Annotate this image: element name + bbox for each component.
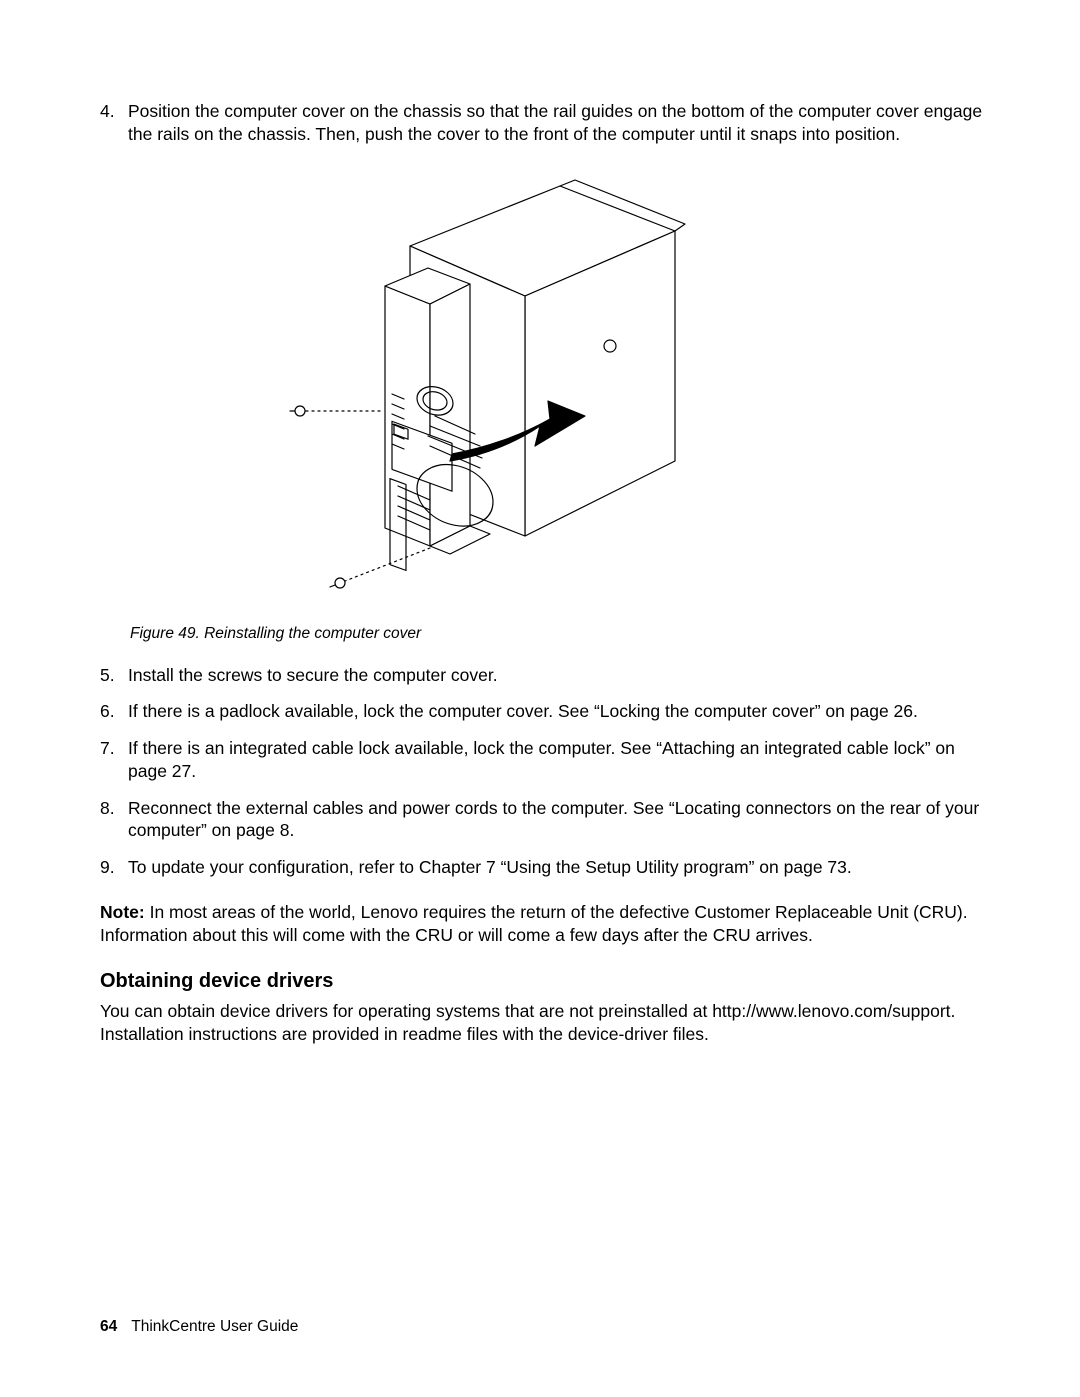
step-number: 9. [100,856,115,879]
note-text: In most areas of the world, Lenovo requi… [100,902,968,945]
step-list-top: 4. Position the computer cover on the ch… [100,100,995,146]
computer-cover-diagram [130,176,690,606]
step-item: 4. Position the computer cover on the ch… [100,100,995,146]
step-item: 5. Install the screws to secure the comp… [100,664,995,687]
step-number: 8. [100,797,115,820]
section-heading: Obtaining device drivers [100,968,995,994]
page-footer: 64 ThinkCentre User Guide [100,1317,298,1337]
doc-title: ThinkCentre User Guide [131,1318,298,1335]
step-number: 5. [100,664,115,687]
step-text: If there is a padlock available, lock th… [128,701,918,721]
figure-caption: Figure 49. Reinstalling the computer cov… [130,624,995,644]
document-page: 4. Position the computer cover on the ch… [0,0,1080,1397]
step-number: 4. [100,100,115,123]
step-item: 8. Reconnect the external cables and pow… [100,797,995,843]
section-body: You can obtain device drivers for operat… [100,1000,995,1046]
step-number: 6. [100,700,115,723]
step-list-bottom: 5. Install the screws to secure the comp… [100,664,995,879]
step-text: Reconnect the external cables and power … [128,798,979,841]
step-item: 9. To update your configuration, refer t… [100,856,995,879]
step-text: To update your configuration, refer to C… [128,857,852,877]
figure-49 [130,176,995,606]
note-paragraph: Note: In most areas of the world, Lenovo… [100,901,995,947]
note-label: Note: [100,902,145,922]
page-number: 64 [100,1318,117,1335]
step-text: Position the computer cover on the chass… [128,101,982,144]
step-item: 6. If there is a padlock available, lock… [100,700,995,723]
step-text: Install the screws to secure the compute… [128,665,498,685]
step-item: 7. If there is an integrated cable lock … [100,737,995,783]
step-text: If there is an integrated cable lock ava… [128,738,955,781]
step-number: 7. [100,737,115,760]
